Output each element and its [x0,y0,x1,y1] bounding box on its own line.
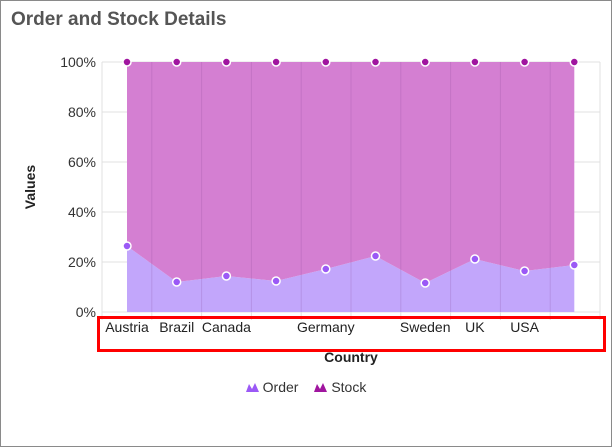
legend-item-order[interactable]: Order [245,379,299,395]
order-point [122,241,132,251]
stock-point [221,57,232,67]
x-tick-label: Germany [297,319,355,335]
y-tick-label: 0% [76,304,96,320]
stock-point [171,57,182,67]
y-tick-label: 60% [68,154,96,170]
legend-item-stock[interactable]: Stock [314,379,366,395]
order-point [321,264,331,274]
order-point [271,276,281,286]
stock-point [370,57,381,67]
order-point [519,266,530,276]
x-tick-label: USA [510,319,539,335]
order-point [470,254,480,264]
y-tick-label: 20% [68,254,96,270]
x-tick-label: UK [465,319,485,335]
x-axis-highlight-box [97,316,606,352]
x-tick-label: Sweden [400,319,451,335]
order-point [420,278,430,288]
y-axis-title: Values [22,165,38,210]
y-tick-label: 40% [68,204,96,220]
stock-point [519,57,530,67]
y-tick-label: 100% [60,54,96,70]
order-point [370,251,381,261]
order-point [171,277,182,287]
stock-point [321,57,331,67]
stock-point [271,57,281,67]
stock-point [420,57,430,67]
order-area [127,246,575,312]
x-tick-label: Austria [105,319,149,335]
stock-point [470,57,480,67]
stock-area [127,62,575,283]
x-tick-label: Canada [202,319,251,335]
stock-point [569,57,580,67]
x-axis-title: Country [324,349,378,365]
legend: Order Stock [0,379,612,395]
y-tick-label: 80% [68,104,96,120]
x-tick-label: Brazil [159,319,194,335]
order-area-icon [245,383,259,392]
chart-title: Order and Stock Details [11,9,227,30]
legend-label-stock: Stock [331,379,367,395]
order-point [569,260,580,270]
stock-area-icon [314,383,328,392]
order-point [221,271,232,281]
stock-point [122,57,132,67]
legend-label-order: Order [262,379,299,395]
